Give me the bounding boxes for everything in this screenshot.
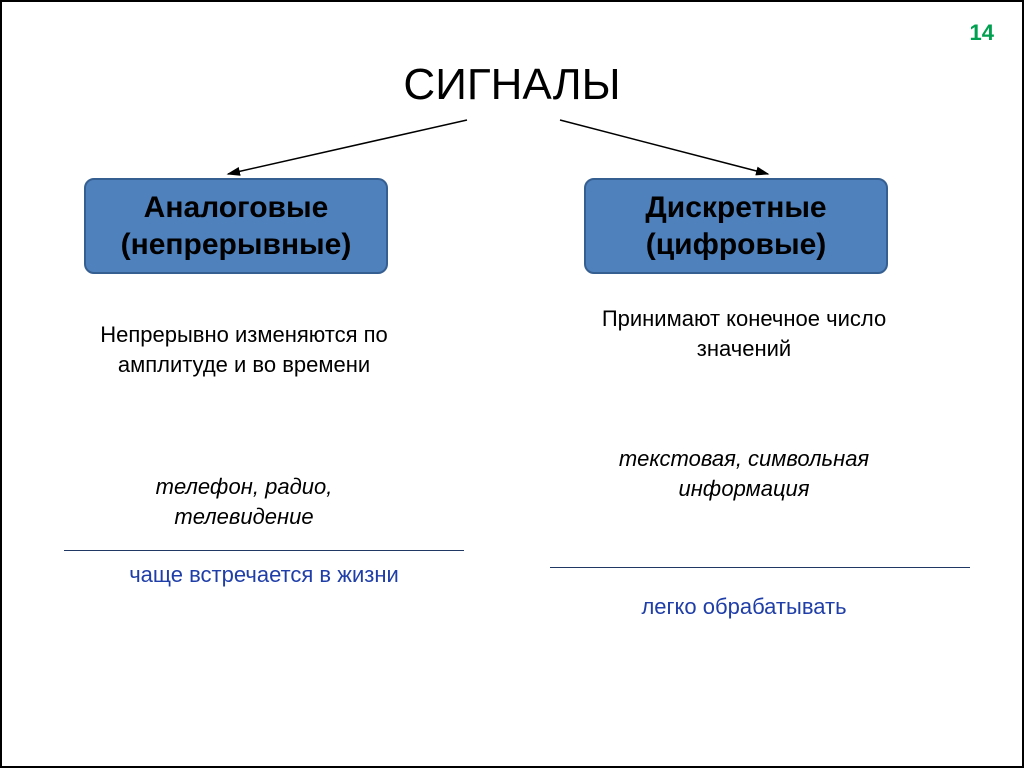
box-discrete-line1: Дискретные — [594, 189, 878, 227]
page-number: 14 — [970, 20, 994, 46]
slide-frame: 14 СИГНАЛЫ Аналоговые (непрерывные) Диск… — [0, 0, 1024, 768]
arrow-right — [560, 120, 768, 174]
box-analog-line2: (непрерывные) — [94, 226, 378, 264]
examples-analog: телефон, радио, телевидение — [84, 472, 404, 531]
underline-left — [64, 550, 464, 551]
arrow-left — [228, 120, 467, 174]
examples-discrete: текстовая, символьная информация — [584, 444, 904, 503]
underline-right — [550, 567, 970, 568]
box-analog: Аналоговые (непрерывные) — [84, 178, 388, 274]
box-analog-line1: Аналоговые — [94, 189, 378, 227]
box-discrete-line2: (цифровые) — [594, 226, 878, 264]
footer-analog: чаще встречается в жизни — [84, 562, 444, 588]
slide-title: СИГНАЛЫ — [2, 60, 1022, 110]
footer-discrete: легко обрабатывать — [584, 594, 904, 620]
branch-arrows — [2, 2, 1024, 770]
desc-discrete: Принимают конечное число значений — [584, 304, 904, 363]
box-discrete: Дискретные (цифровые) — [584, 178, 888, 274]
desc-analog: Непрерывно изменяются по амплитуде и во … — [84, 320, 404, 379]
